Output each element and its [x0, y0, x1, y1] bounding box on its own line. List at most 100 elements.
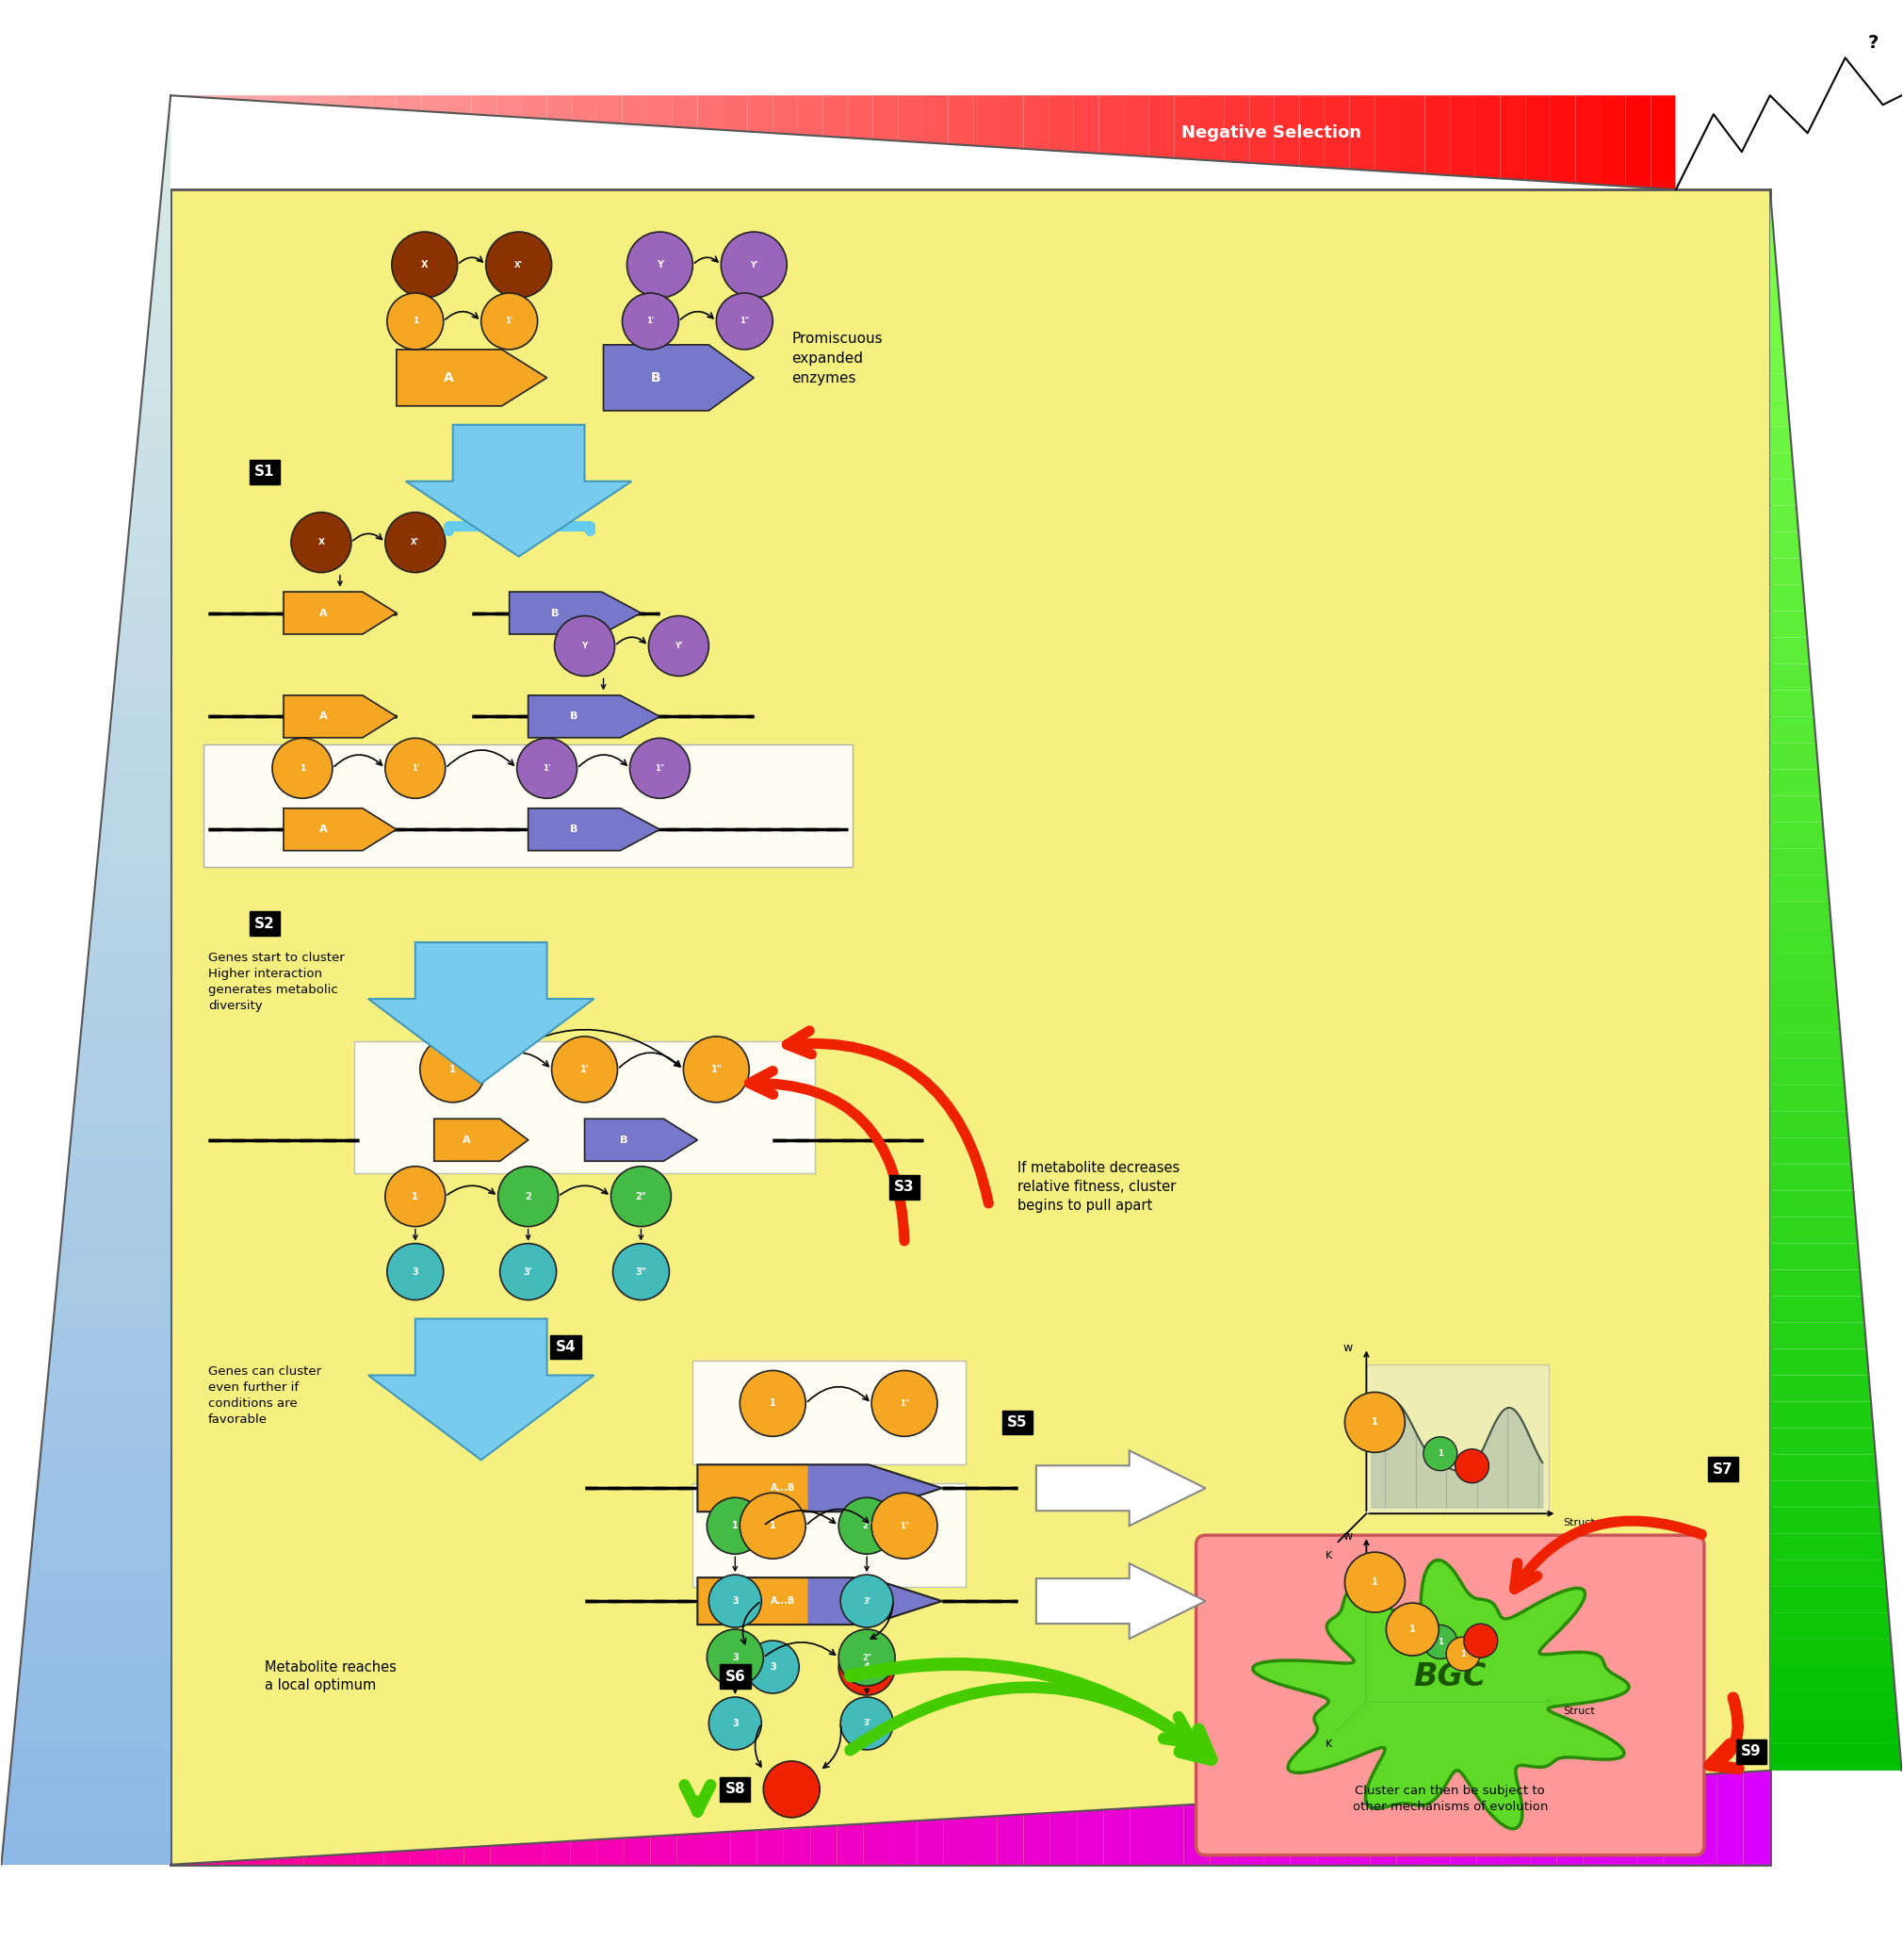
Circle shape	[272, 739, 333, 798]
Text: 1": 1"	[740, 318, 750, 325]
Text: 1: 1	[769, 1521, 776, 1531]
Polygon shape	[13, 1717, 171, 1746]
Polygon shape	[91, 892, 171, 921]
Text: 1': 1'	[542, 764, 550, 772]
Text: w: w	[1344, 1531, 1353, 1543]
Polygon shape	[807, 1578, 942, 1625]
Text: B: B	[651, 370, 660, 384]
Text: 1": 1"	[900, 1521, 910, 1531]
Text: 1: 1	[1372, 1578, 1378, 1588]
Polygon shape	[270, 96, 297, 104]
Polygon shape	[156, 214, 171, 243]
Circle shape	[518, 739, 577, 798]
Text: X': X'	[514, 261, 523, 269]
Polygon shape	[1770, 1454, 1878, 1480]
Polygon shape	[27, 1570, 171, 1599]
Polygon shape	[44, 1394, 171, 1423]
Text: 1": 1"	[655, 764, 664, 772]
Polygon shape	[221, 96, 245, 100]
Polygon shape	[491, 1844, 518, 1864]
Circle shape	[384, 739, 445, 798]
Polygon shape	[371, 96, 396, 110]
Polygon shape	[1770, 1192, 1855, 1217]
Text: 1: 1	[449, 1064, 457, 1074]
Polygon shape	[822, 96, 849, 137]
Polygon shape	[396, 349, 546, 406]
Text: X: X	[421, 261, 428, 270]
Text: 4: 4	[864, 1662, 870, 1672]
Circle shape	[554, 615, 615, 676]
Text: Promiscuous
expanded
enzymes: Promiscuous expanded enzymes	[792, 331, 883, 386]
Polygon shape	[811, 1825, 837, 1864]
Polygon shape	[69, 1127, 171, 1156]
Polygon shape	[1125, 96, 1149, 157]
Polygon shape	[1770, 1639, 1893, 1666]
Polygon shape	[1770, 506, 1798, 531]
Circle shape	[630, 739, 691, 798]
Polygon shape	[40, 1423, 171, 1452]
Polygon shape	[1770, 294, 1781, 321]
Text: S6: S6	[725, 1670, 746, 1684]
Polygon shape	[1149, 96, 1174, 159]
Text: X': X'	[411, 539, 419, 547]
Polygon shape	[19, 1658, 171, 1688]
Text: BGC: BGC	[1414, 1660, 1486, 1691]
Polygon shape	[1576, 96, 1600, 184]
FancyBboxPatch shape	[693, 1360, 965, 1464]
Polygon shape	[411, 1848, 438, 1864]
Polygon shape	[1450, 96, 1475, 176]
Polygon shape	[150, 272, 171, 302]
Text: Y: Y	[582, 641, 588, 651]
Circle shape	[481, 294, 537, 349]
Polygon shape	[773, 96, 797, 135]
Polygon shape	[15, 1688, 171, 1717]
Polygon shape	[1500, 96, 1526, 180]
Polygon shape	[624, 1837, 651, 1864]
Polygon shape	[1770, 1586, 1888, 1613]
Text: Negative Selection: Negative Selection	[1182, 125, 1361, 141]
Circle shape	[841, 1574, 893, 1627]
Circle shape	[683, 1037, 750, 1102]
Polygon shape	[1770, 531, 1800, 559]
Polygon shape	[1770, 1717, 1899, 1744]
Text: If metabolite decreases
relative fitness, cluster
begins to pull apart: If metabolite decreases relative fitness…	[1018, 1162, 1180, 1213]
Polygon shape	[49, 1335, 171, 1364]
Polygon shape	[1425, 96, 1450, 174]
Polygon shape	[529, 808, 660, 851]
Text: A...B: A...B	[771, 1595, 795, 1605]
Text: 2": 2"	[862, 1521, 872, 1531]
Polygon shape	[704, 1833, 731, 1864]
Polygon shape	[112, 686, 171, 715]
Circle shape	[708, 1574, 761, 1627]
Text: 3": 3"	[636, 1266, 647, 1276]
Polygon shape	[198, 1862, 225, 1864]
Text: 3: 3	[733, 1719, 738, 1729]
Polygon shape	[997, 1815, 1024, 1864]
Polygon shape	[723, 96, 748, 131]
Polygon shape	[46, 1364, 171, 1394]
Polygon shape	[923, 96, 948, 143]
Text: Neutral Evolution: Neutral Evolution	[59, 659, 76, 813]
Text: 1': 1'	[411, 764, 419, 772]
Polygon shape	[251, 1858, 278, 1864]
Text: S4: S4	[556, 1341, 577, 1354]
Polygon shape	[55, 1274, 171, 1303]
Polygon shape	[8, 1776, 171, 1805]
Circle shape	[740, 1494, 805, 1558]
Circle shape	[626, 231, 693, 298]
Polygon shape	[128, 508, 171, 537]
Circle shape	[1446, 1637, 1481, 1670]
Polygon shape	[1770, 1005, 1840, 1033]
Polygon shape	[1770, 1429, 1874, 1454]
Text: S8: S8	[725, 1782, 746, 1797]
Polygon shape	[1770, 1480, 1880, 1507]
Polygon shape	[1770, 1086, 1846, 1111]
Polygon shape	[196, 96, 221, 98]
Polygon shape	[974, 96, 999, 147]
Polygon shape	[1157, 1805, 1184, 1864]
Polygon shape	[1770, 1033, 1842, 1058]
Polygon shape	[571, 1840, 598, 1864]
Polygon shape	[1098, 96, 1125, 155]
FancyBboxPatch shape	[1366, 1364, 1549, 1513]
Text: S5: S5	[1007, 1415, 1028, 1429]
